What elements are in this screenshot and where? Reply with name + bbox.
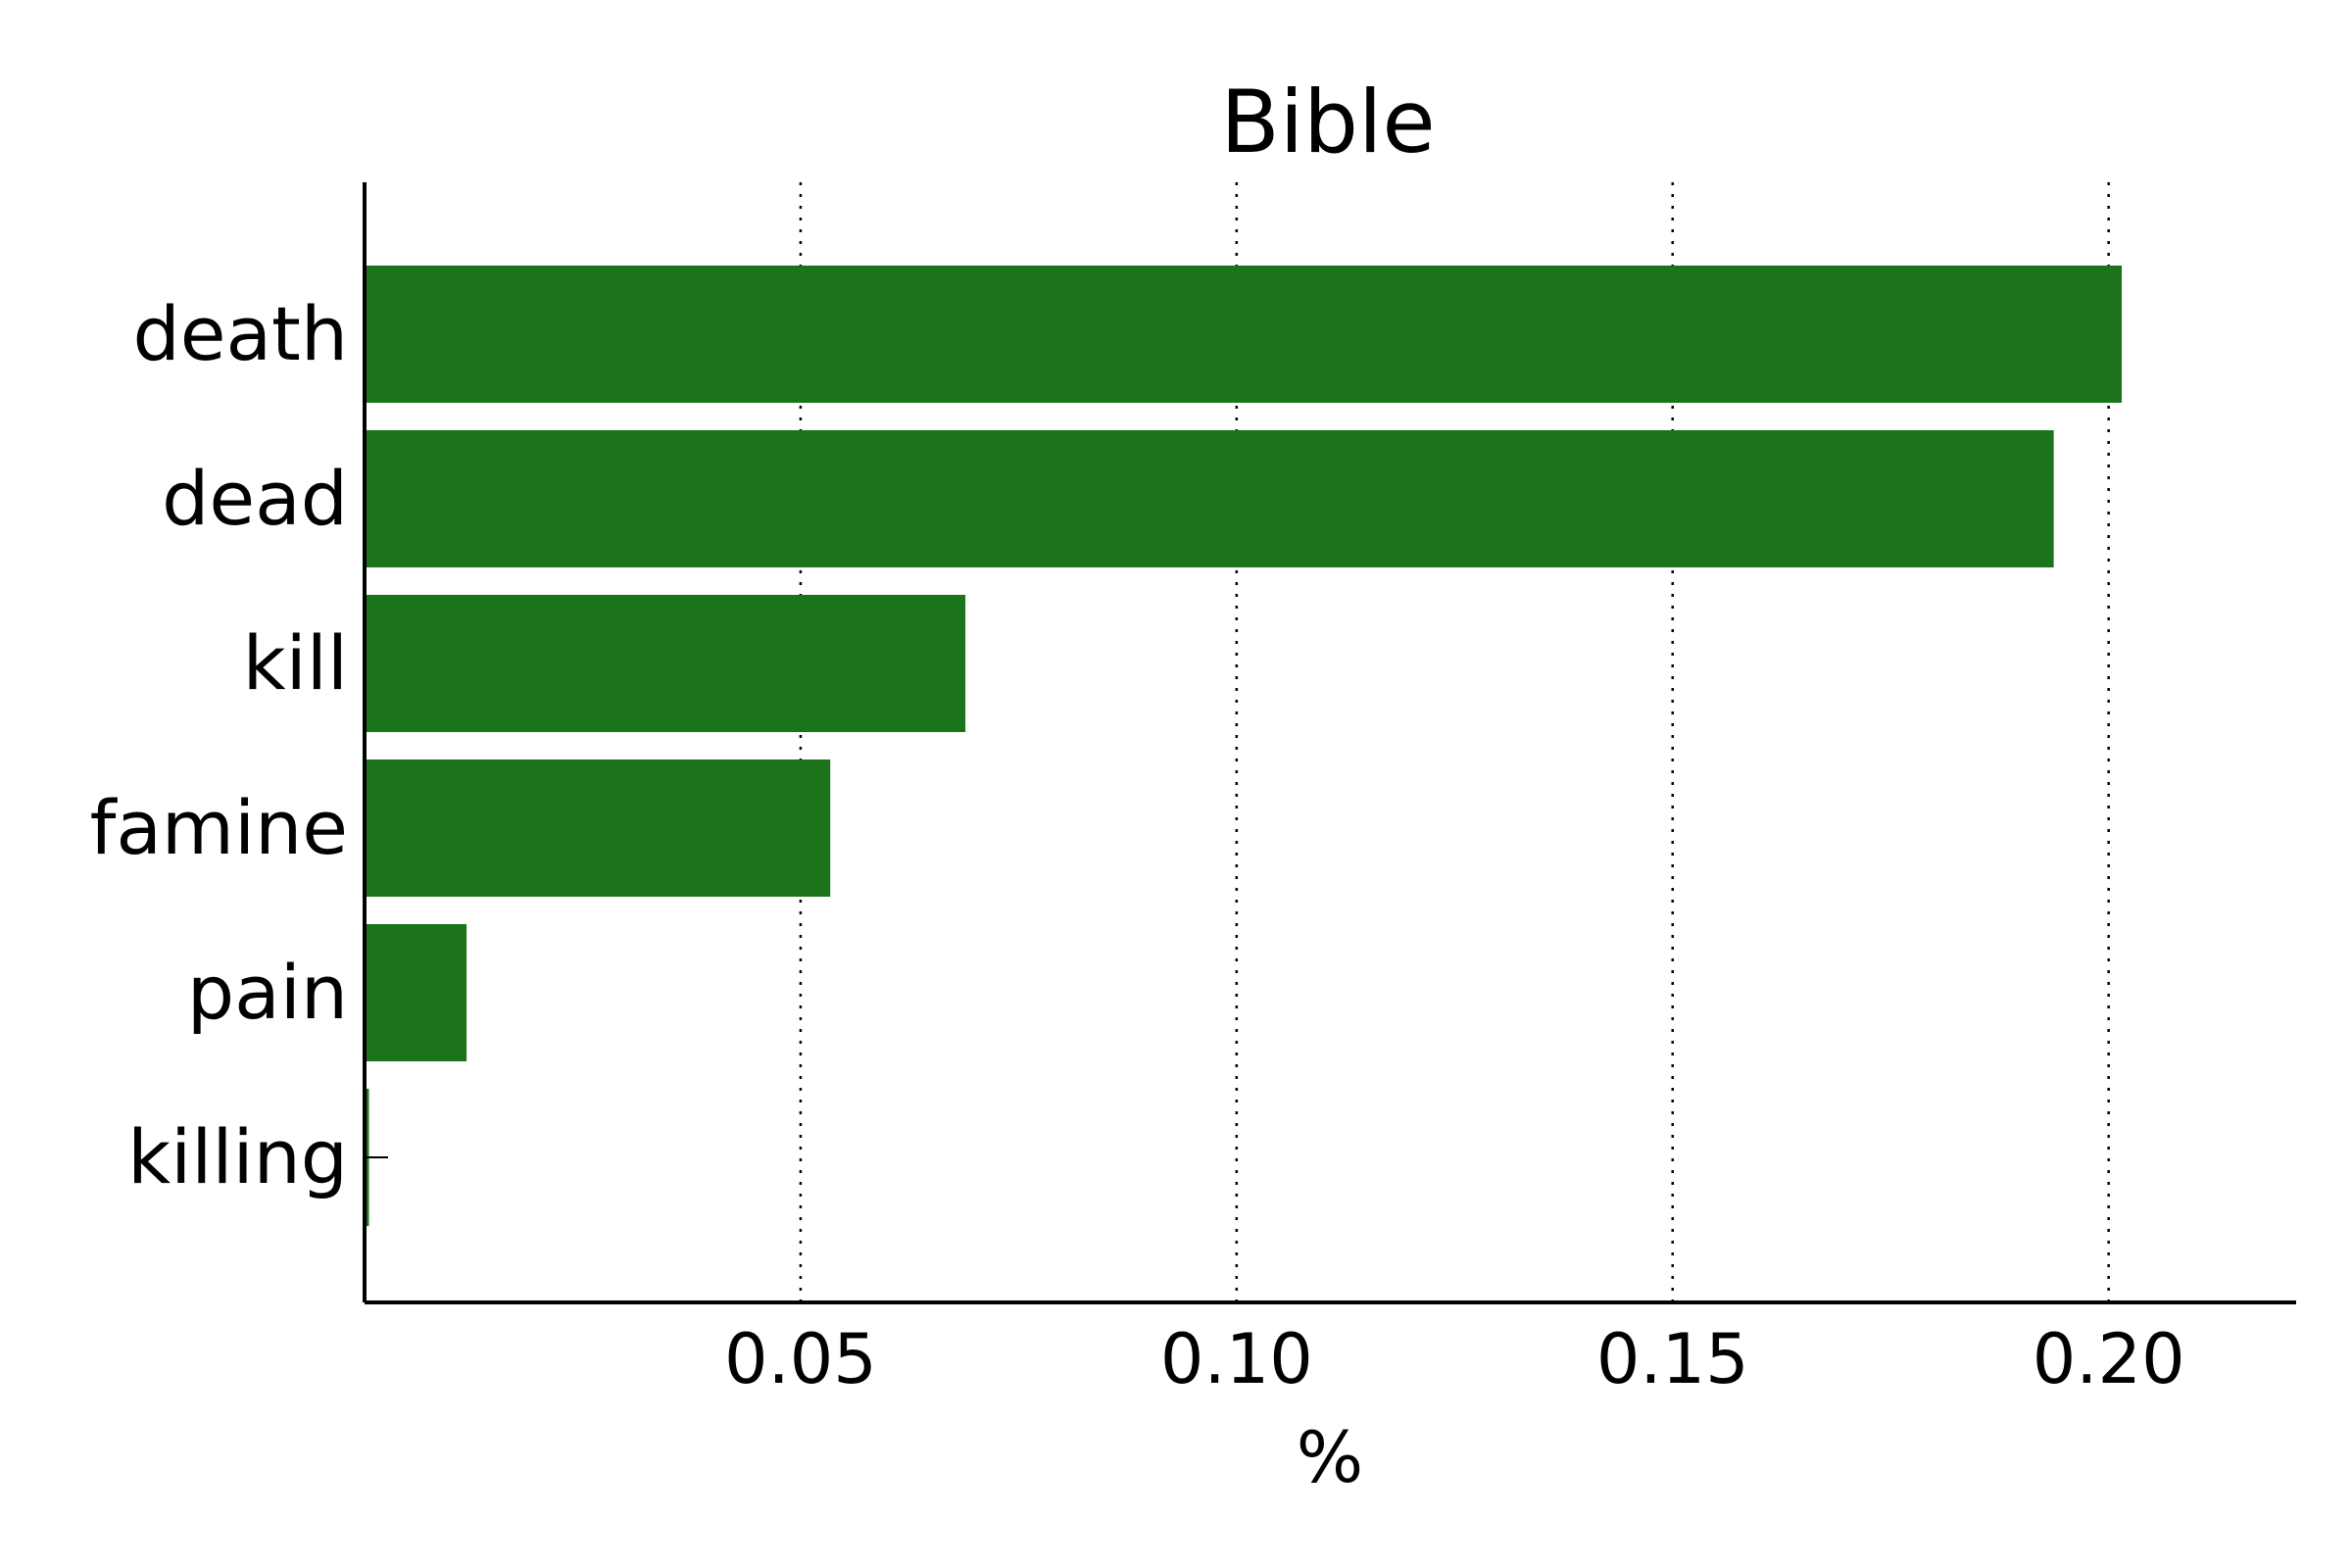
bars: [365, 266, 2123, 1226]
y-tick-label-kill: kill: [243, 619, 348, 707]
x-tick-label: 0.20: [2033, 1319, 2185, 1399]
x-tick-label: 0.15: [1596, 1319, 1749, 1399]
bar-famine: [365, 760, 831, 897]
chart-title: Bible: [1220, 72, 1435, 172]
bar-death: [365, 266, 2123, 403]
x-tick-label: 0.05: [724, 1319, 877, 1399]
y-tick-label-death: death: [132, 290, 348, 377]
x-axis-label: %: [1297, 1416, 1363, 1498]
axes: [363, 182, 2296, 1304]
y-tick-label-killing: killing: [127, 1113, 348, 1200]
x-tick-label: 0.10: [1160, 1319, 1313, 1399]
bar-dead: [365, 430, 2054, 567]
y-tick-label-famine: famine: [90, 784, 348, 871]
y-tick-label-pain: pain: [187, 949, 348, 1036]
bar-kill: [365, 595, 966, 732]
y-tick-label-dead: dead: [162, 455, 348, 542]
tick-labels: 0.05 0.10 0.15 0.20 death dead kill famine pain k…: [90, 290, 2185, 1399]
bar-pain: [365, 924, 467, 1061]
